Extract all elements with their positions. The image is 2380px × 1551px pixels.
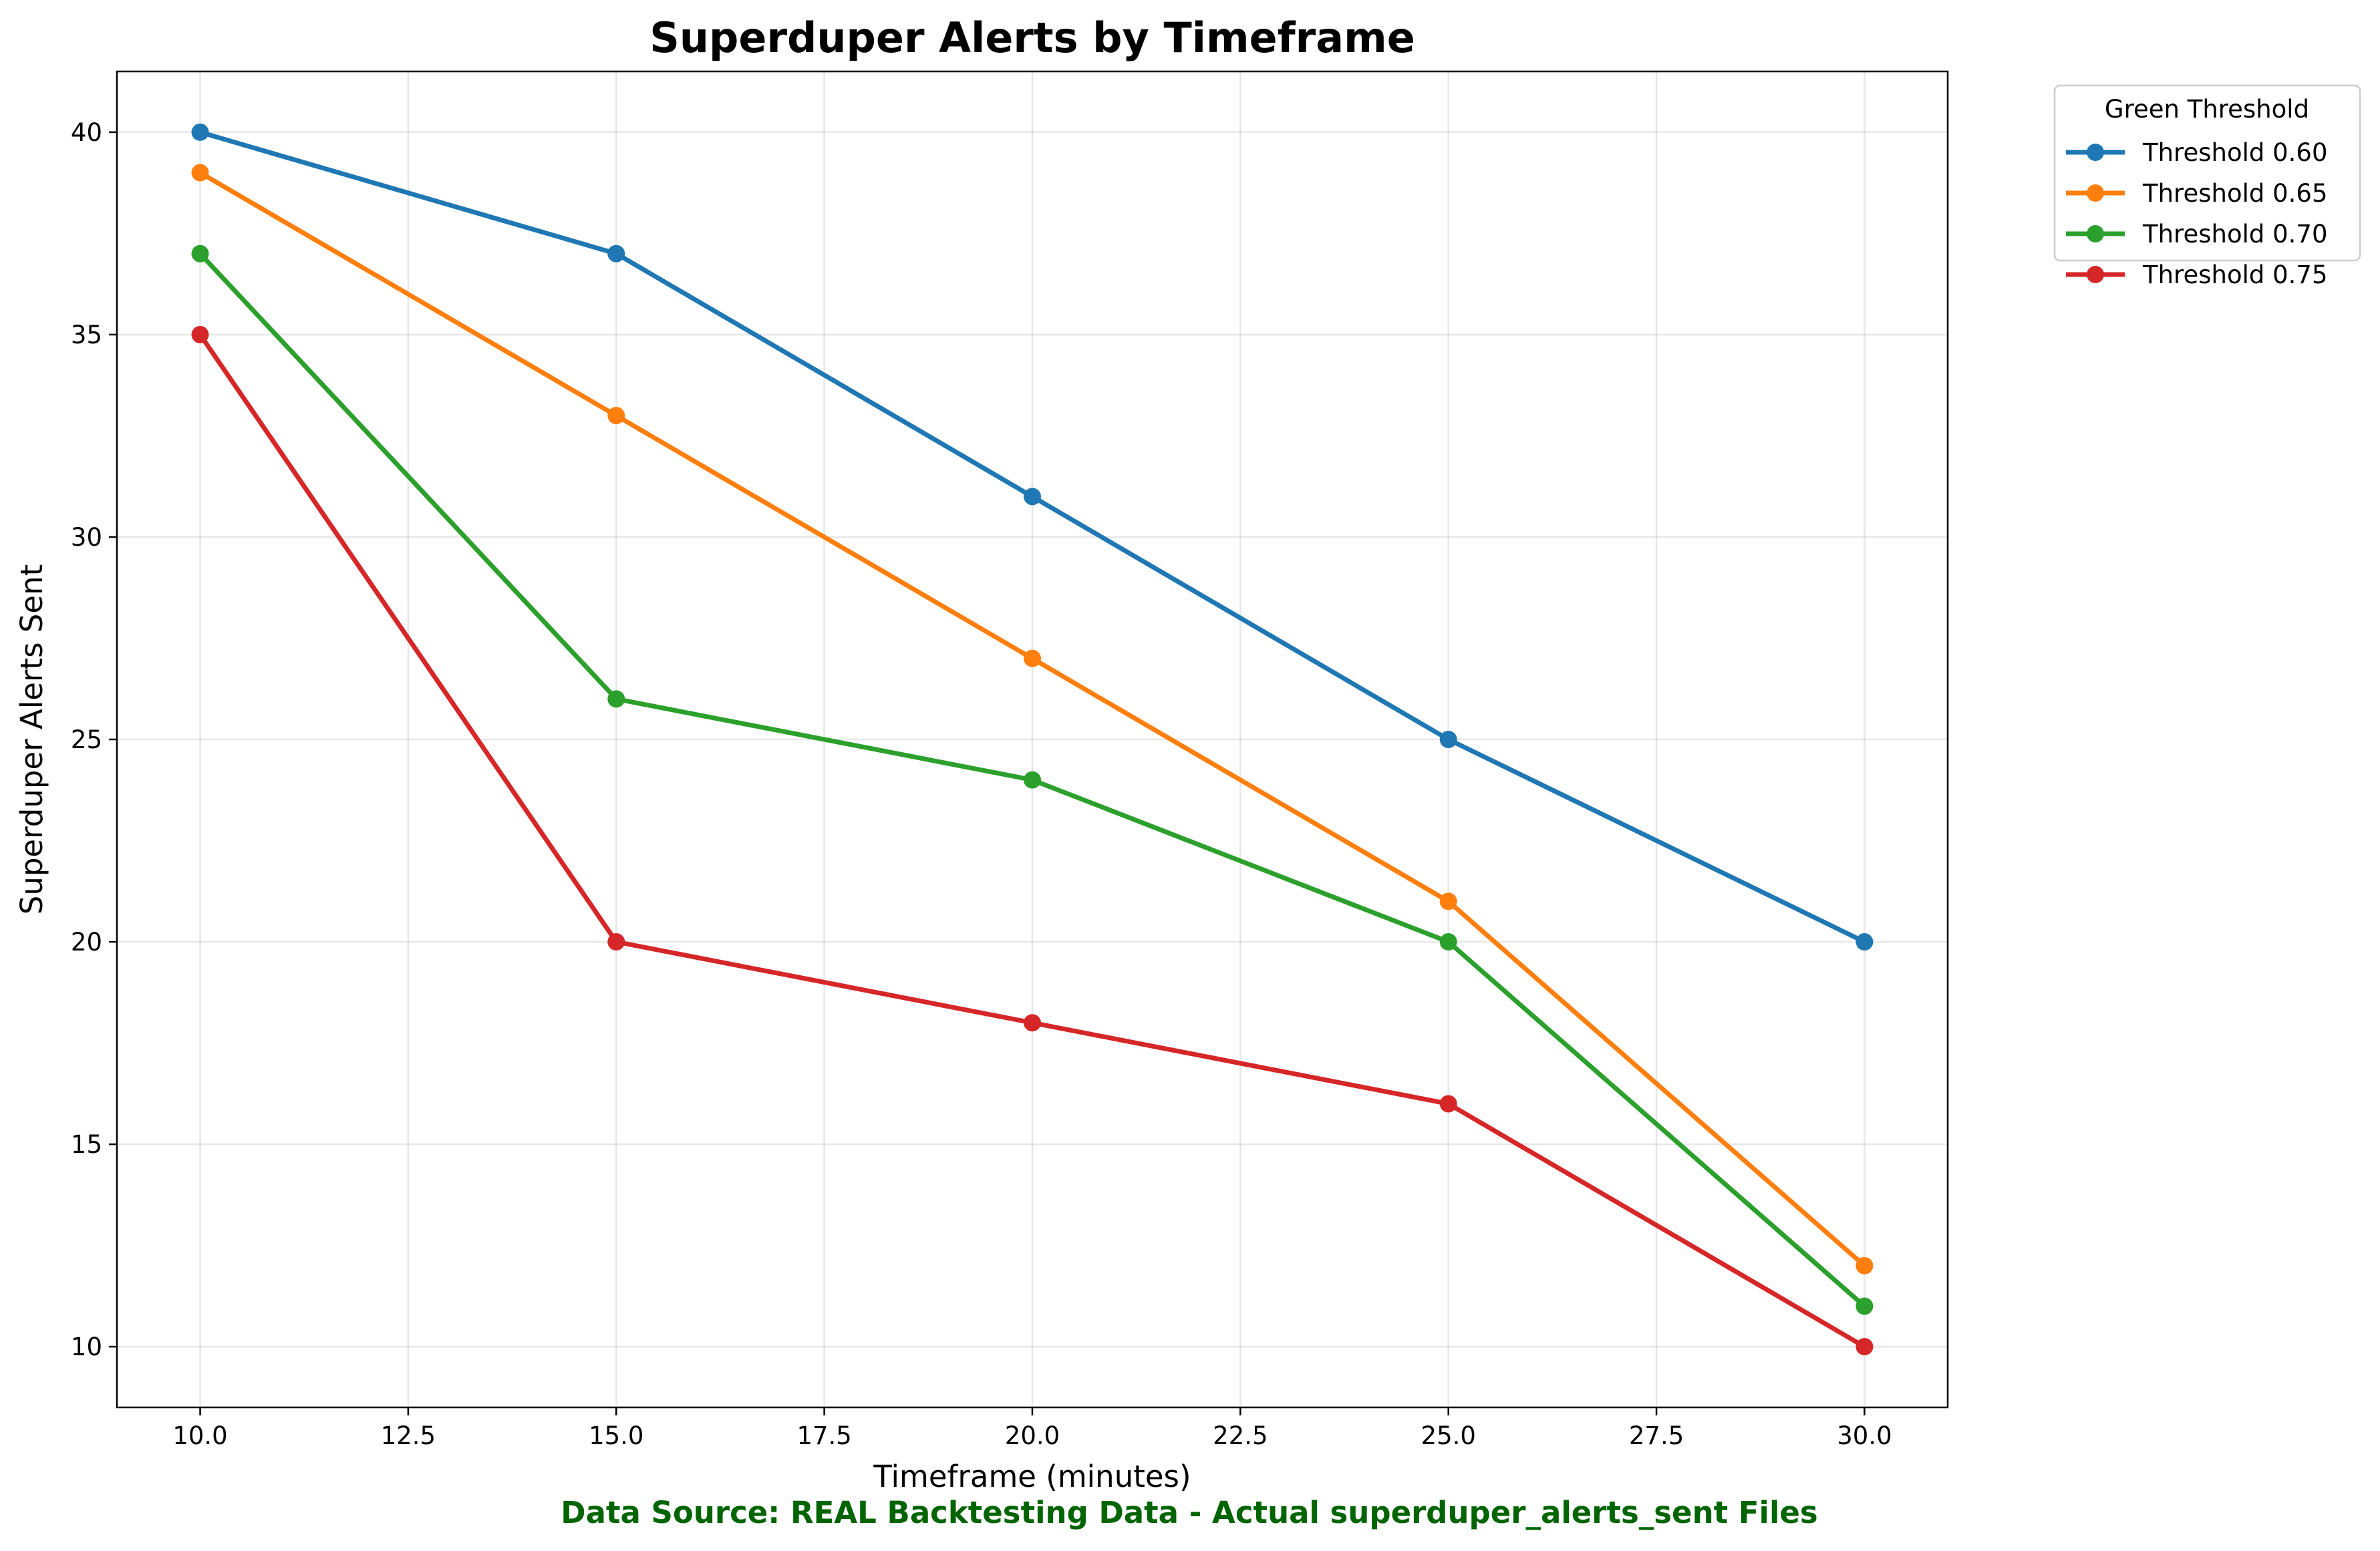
y-tick-label: 10 <box>71 1333 102 1361</box>
series-2 <box>191 164 1874 1274</box>
y-tick-label: 20 <box>71 928 102 957</box>
y-tick-label: 40 <box>71 118 102 147</box>
data-point <box>191 164 209 182</box>
y-tick-label: 25 <box>71 725 102 754</box>
legend-item: Threshold 0.75 <box>2066 261 2328 289</box>
legend-swatch-marker <box>2087 144 2104 161</box>
data-source-note: Data Source: REAL Backtesting Data - Act… <box>561 1495 1817 1530</box>
x-axis-label: Timeframe (minutes) <box>873 1459 1191 1494</box>
y-tick-label: 35 <box>71 321 102 349</box>
data-point <box>1855 1338 1874 1356</box>
data-point <box>1439 1095 1457 1113</box>
x-tick-label: 10.0 <box>172 1421 227 1450</box>
legend-swatch-marker <box>2087 266 2104 283</box>
series-1 <box>191 123 1874 951</box>
x-tick-label: 22.5 <box>1213 1421 1268 1450</box>
legend-box <box>2053 84 2361 262</box>
data-point <box>1024 649 1041 667</box>
x-tick-label: 30.0 <box>1837 1421 1892 1450</box>
legend-label: Threshold 0.75 <box>2142 261 2328 289</box>
legend-swatch-marker <box>2087 225 2104 242</box>
data-point <box>191 123 209 141</box>
x-tick-label: 25.0 <box>1421 1421 1476 1450</box>
legend-label: Threshold 0.60 <box>2142 138 2328 167</box>
data-point <box>607 690 625 708</box>
y-tick-label: 30 <box>71 523 102 552</box>
y-axis-ticks: 10 15 20 25 30 35 40 <box>71 118 117 1361</box>
data-point <box>1855 1297 1874 1315</box>
data-point <box>191 325 209 343</box>
legend-label: Threshold 0.65 <box>2142 179 2328 208</box>
x-axis-ticks: 10.0 12.5 15.0 17.5 20.0 22.5 25.0 27.5 30.0 <box>172 1407 1892 1450</box>
data-point <box>607 933 625 951</box>
data-point <box>1439 892 1457 910</box>
y-tick-label: 15 <box>71 1130 102 1159</box>
series-4 <box>191 325 1874 1356</box>
data-point <box>1024 771 1041 789</box>
legend-swatch-marker <box>2087 184 2104 202</box>
data-point <box>607 407 625 425</box>
chart-title: Superduper Alerts by Timeframe <box>649 13 1415 62</box>
data-point <box>1855 933 1874 951</box>
legend-label: Threshold 0.70 <box>2142 220 2328 248</box>
y-axis-label: Superduper Alerts Sent <box>14 564 49 914</box>
legend-title: Green Threshold <box>2105 95 2309 124</box>
series-layer <box>191 123 1874 1356</box>
legend: Green Threshold Threshold 0.60Threshold … <box>2053 84 2361 289</box>
data-point <box>1024 1014 1041 1032</box>
data-point <box>1439 731 1457 748</box>
x-tick-label: 15.0 <box>589 1421 643 1450</box>
x-tick-label: 12.5 <box>381 1421 436 1450</box>
legend-item: Threshold 0.60 <box>2066 138 2328 167</box>
data-point <box>1024 488 1041 506</box>
data-point <box>191 244 209 263</box>
series-3 <box>191 244 1874 1315</box>
x-tick-label: 20.0 <box>1005 1421 1060 1450</box>
data-point <box>1855 1256 1874 1274</box>
x-tick-label: 27.5 <box>1629 1421 1684 1450</box>
grid <box>117 71 1948 1407</box>
data-point <box>607 244 625 263</box>
legend-items: Threshold 0.60 Threshold 0.65 Threshold 0.… <box>2066 138 2328 289</box>
data-point <box>1439 933 1457 951</box>
legend-item: Threshold 0.70 <box>2066 220 2328 248</box>
legend-item: Threshold 0.65 <box>2066 179 2328 208</box>
x-tick-label: 17.5 <box>796 1421 851 1450</box>
